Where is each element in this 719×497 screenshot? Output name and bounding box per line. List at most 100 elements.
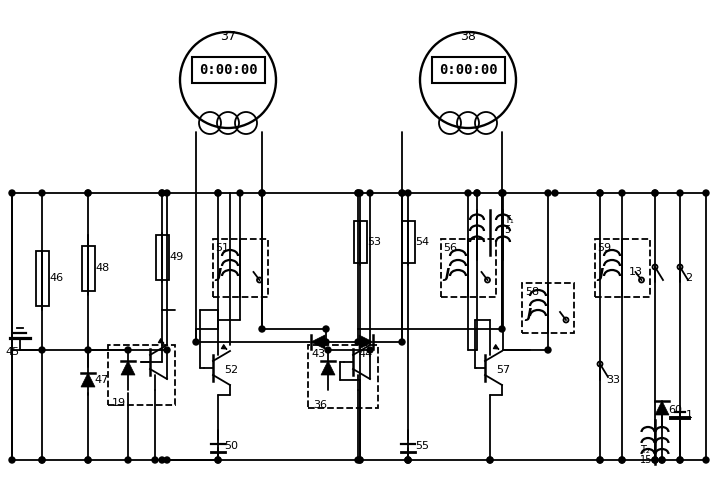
Text: 5: 5 (504, 225, 510, 235)
Text: J: J (216, 267, 221, 281)
Text: 58: 58 (525, 287, 539, 297)
Text: 50: 50 (224, 441, 238, 451)
Circle shape (619, 457, 625, 463)
Text: J: J (598, 267, 604, 281)
Text: 60: 60 (668, 405, 682, 415)
Circle shape (499, 326, 505, 332)
Circle shape (85, 347, 91, 353)
Circle shape (659, 457, 665, 463)
Circle shape (9, 457, 15, 463)
Circle shape (619, 457, 625, 463)
Circle shape (405, 457, 411, 463)
Text: 49: 49 (169, 252, 183, 262)
Text: J: J (444, 267, 449, 281)
Polygon shape (655, 401, 669, 415)
Polygon shape (311, 335, 325, 349)
Circle shape (405, 457, 411, 463)
Text: 59: 59 (597, 243, 612, 253)
Circle shape (355, 339, 361, 345)
Circle shape (159, 457, 165, 463)
Circle shape (164, 457, 170, 463)
Bar (213, 239, 267, 297)
Text: 44: 44 (359, 349, 373, 359)
Text: 54: 54 (415, 237, 429, 247)
Circle shape (215, 190, 221, 196)
Bar (108, 345, 175, 405)
Circle shape (39, 457, 45, 463)
Circle shape (215, 457, 221, 463)
Bar (191, 57, 265, 83)
Circle shape (85, 190, 91, 196)
Bar (155, 235, 168, 279)
Circle shape (659, 457, 665, 463)
Circle shape (323, 326, 329, 332)
Circle shape (357, 457, 363, 463)
Circle shape (215, 457, 221, 463)
Text: 37: 37 (220, 30, 236, 43)
Circle shape (405, 457, 411, 463)
Circle shape (677, 457, 683, 463)
Text: 36: 36 (313, 400, 327, 410)
Circle shape (237, 190, 243, 196)
Text: 19: 19 (112, 398, 126, 408)
Text: 47: 47 (94, 375, 109, 385)
Circle shape (367, 190, 373, 196)
Circle shape (652, 457, 658, 463)
Circle shape (357, 190, 363, 196)
Circle shape (474, 190, 480, 196)
Text: 53: 53 (367, 237, 381, 247)
Bar (35, 250, 48, 306)
Text: 15: 15 (640, 455, 652, 465)
Circle shape (703, 457, 709, 463)
Text: T₁: T₁ (504, 215, 514, 225)
Circle shape (652, 190, 658, 196)
Circle shape (39, 457, 45, 463)
Circle shape (367, 347, 373, 353)
Text: 0:00:00: 0:00:00 (198, 63, 257, 77)
Circle shape (355, 457, 361, 463)
Circle shape (465, 190, 471, 196)
Circle shape (323, 339, 329, 345)
Circle shape (399, 339, 405, 345)
Circle shape (545, 190, 551, 196)
Circle shape (677, 457, 683, 463)
Text: 45: 45 (5, 347, 19, 357)
Polygon shape (121, 361, 135, 375)
Circle shape (652, 457, 658, 463)
Text: 0:00:00: 0:00:00 (439, 63, 498, 77)
Text: 1: 1 (686, 410, 693, 420)
Circle shape (355, 190, 361, 196)
Circle shape (85, 457, 91, 463)
Circle shape (152, 457, 158, 463)
Text: 13: 13 (629, 267, 643, 277)
Circle shape (499, 190, 505, 196)
Circle shape (500, 190, 506, 196)
Circle shape (164, 347, 170, 353)
Bar (522, 283, 574, 333)
Text: T₂: T₂ (640, 445, 650, 455)
Circle shape (259, 326, 265, 332)
Circle shape (355, 190, 361, 196)
Circle shape (487, 457, 493, 463)
Bar (354, 221, 367, 263)
Polygon shape (81, 373, 95, 387)
Text: 56: 56 (444, 243, 457, 253)
Text: 48: 48 (95, 263, 109, 273)
Circle shape (193, 339, 199, 345)
Circle shape (597, 190, 603, 196)
Bar (308, 345, 378, 408)
Circle shape (9, 190, 15, 196)
Circle shape (597, 190, 603, 196)
Bar (441, 239, 495, 297)
Text: 2: 2 (685, 273, 692, 283)
Circle shape (85, 190, 91, 196)
Circle shape (215, 190, 221, 196)
Circle shape (164, 190, 170, 196)
Circle shape (259, 190, 265, 196)
Circle shape (325, 347, 331, 353)
Circle shape (159, 190, 165, 196)
Circle shape (677, 190, 683, 196)
Circle shape (39, 190, 45, 196)
Bar (595, 239, 649, 297)
Text: 51: 51 (216, 243, 229, 253)
